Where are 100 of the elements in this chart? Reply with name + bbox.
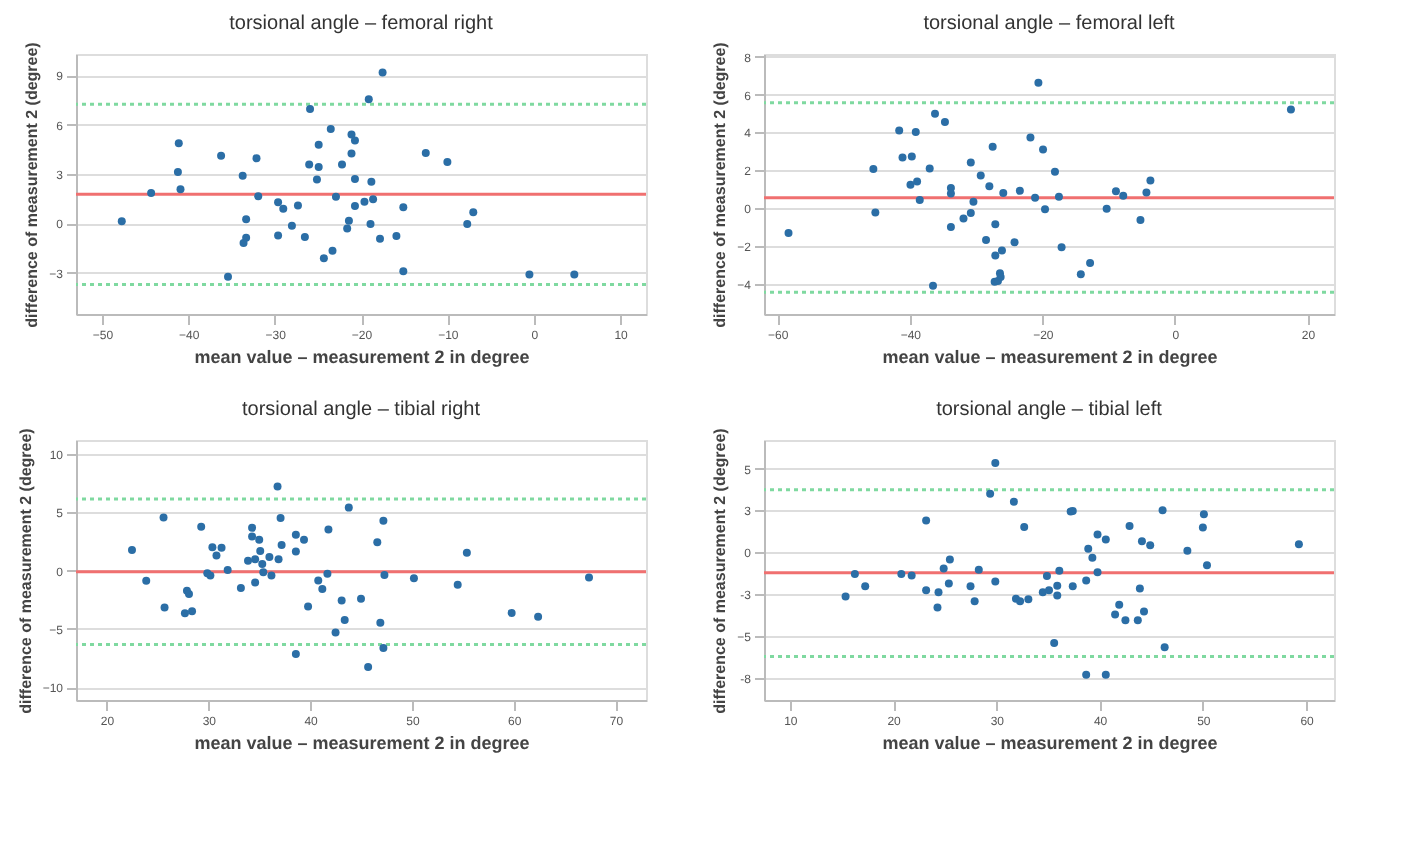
point — [117, 217, 126, 226]
point — [274, 198, 283, 207]
point — [507, 608, 516, 617]
point — [364, 663, 373, 672]
point — [906, 180, 915, 189]
point — [1053, 591, 1062, 600]
point — [328, 246, 337, 255]
point — [378, 68, 387, 77]
point — [1160, 643, 1169, 652]
point — [991, 220, 1000, 229]
point — [1016, 597, 1025, 606]
point — [966, 158, 975, 167]
point — [1111, 610, 1120, 619]
point — [1050, 638, 1059, 647]
point — [1146, 541, 1155, 550]
point — [367, 177, 376, 186]
point — [364, 95, 373, 104]
y-axis-title: difference of measurement 2 (degree) — [16, 427, 35, 714]
point — [421, 148, 430, 157]
point — [376, 234, 384, 243]
point — [841, 592, 850, 601]
y-axis-title: difference of measurement 2 (degree) — [711, 41, 730, 328]
point — [274, 231, 283, 240]
point — [1115, 600, 1124, 609]
point — [324, 525, 333, 534]
point — [173, 168, 182, 176]
point — [1055, 566, 1064, 575]
point — [1009, 497, 1018, 506]
point — [376, 618, 385, 627]
point — [974, 565, 983, 574]
point — [366, 220, 375, 228]
point — [344, 216, 353, 225]
point — [1042, 572, 1051, 581]
point — [991, 251, 1000, 260]
point — [1202, 561, 1211, 570]
point — [1082, 670, 1091, 679]
point — [1082, 576, 1091, 585]
point — [373, 538, 382, 547]
point — [259, 568, 268, 577]
point — [176, 185, 185, 194]
point — [1101, 670, 1110, 679]
point — [1057, 243, 1066, 252]
point — [276, 514, 285, 522]
point — [251, 555, 260, 564]
point — [929, 281, 938, 290]
point — [443, 158, 452, 167]
point — [273, 482, 282, 491]
point — [331, 192, 340, 201]
point — [1039, 145, 1048, 154]
point — [347, 149, 356, 158]
point — [1158, 506, 1167, 515]
point — [188, 607, 197, 616]
point — [1068, 582, 1077, 591]
point — [934, 588, 943, 597]
point — [985, 182, 994, 191]
point — [850, 570, 859, 579]
y-axis-title: difference of measurement 2 (degree) — [23, 41, 42, 328]
point — [254, 192, 263, 201]
point — [314, 140, 323, 149]
point — [907, 571, 916, 580]
point — [969, 197, 978, 206]
point — [142, 576, 151, 585]
point — [244, 556, 253, 565]
point — [318, 585, 327, 593]
point — [462, 548, 471, 557]
point — [319, 254, 328, 263]
chart-title: torsional angle – tibial right — [242, 399, 481, 422]
point — [258, 560, 267, 569]
point — [911, 128, 920, 137]
point — [1146, 176, 1155, 185]
point — [304, 602, 313, 611]
point — [217, 543, 226, 552]
point — [939, 564, 948, 573]
point — [534, 612, 543, 621]
point — [369, 195, 378, 204]
point — [453, 580, 462, 589]
point — [392, 232, 401, 240]
point — [306, 104, 315, 113]
point — [208, 543, 217, 552]
point — [991, 577, 1000, 586]
point — [217, 151, 226, 160]
point — [326, 125, 335, 134]
point — [1010, 238, 1019, 247]
x-axis-title: mean value – measurement 2 in degree — [882, 733, 1218, 753]
point — [293, 201, 302, 210]
point — [399, 203, 408, 212]
point — [913, 177, 922, 186]
point — [337, 596, 346, 605]
point — [1093, 568, 1102, 577]
point — [239, 239, 248, 248]
x-axis-title: mean value – measurement 2 in degree — [194, 733, 530, 753]
point — [986, 489, 995, 498]
point — [251, 578, 260, 587]
point — [922, 586, 931, 595]
point — [1294, 540, 1303, 549]
point — [300, 535, 308, 544]
point — [1102, 204, 1111, 213]
point — [861, 582, 870, 591]
point — [976, 171, 985, 180]
point — [982, 236, 991, 245]
